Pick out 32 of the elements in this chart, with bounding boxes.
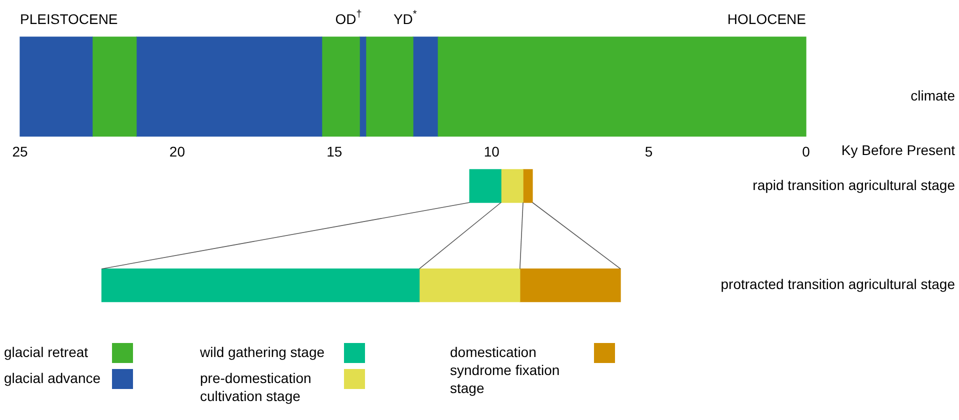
bar xyxy=(438,36,806,137)
bar xyxy=(101,268,420,302)
legend-label: glacial retreat xyxy=(4,343,90,361)
bar xyxy=(469,169,502,203)
legend-label: pre-domestication cultivation stage xyxy=(200,369,312,405)
text: YD* xyxy=(393,9,417,27)
legend-label: wild gathering stage xyxy=(200,343,326,361)
text: OD† xyxy=(335,9,362,27)
text: domestication syndrome fixation stage xyxy=(450,343,561,397)
bar xyxy=(20,36,93,137)
x-tick-label: 5 xyxy=(644,144,653,160)
legend-label: glacial advance xyxy=(4,369,102,387)
text: PLEISTOCENE xyxy=(20,11,118,27)
bar xyxy=(366,36,414,137)
x-axis-title: Ky Before Present xyxy=(841,142,956,158)
bar xyxy=(136,36,322,137)
bar xyxy=(522,169,533,203)
bar xyxy=(500,169,524,203)
bar xyxy=(92,36,137,137)
bar xyxy=(321,36,360,137)
bar xyxy=(418,268,520,302)
x-tick-label: 0 xyxy=(802,144,810,160)
x-tick-label: 10 xyxy=(484,144,500,160)
x-tick-label: 25 xyxy=(12,144,28,160)
x-tick-label: 15 xyxy=(326,144,342,160)
text: HOLOCENE xyxy=(727,11,806,27)
bar xyxy=(412,36,438,137)
bar xyxy=(520,268,621,302)
y-tick-label: rapid transition agricultural stage xyxy=(752,176,956,193)
y-tick-label: climate xyxy=(910,88,956,104)
x-tick-label: 20 xyxy=(169,144,186,160)
y-tick-label: protracted transition agricultural stage xyxy=(720,276,956,292)
